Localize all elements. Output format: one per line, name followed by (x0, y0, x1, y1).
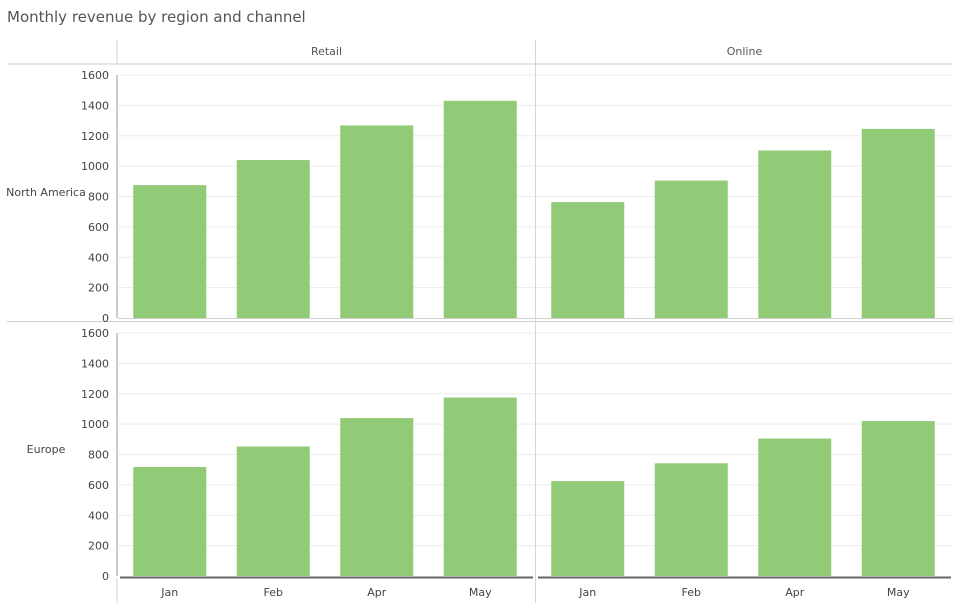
chart-frame (7, 40, 953, 603)
x-tick-label: Jan (160, 586, 178, 599)
bar-feb (654, 463, 728, 576)
column-headers: Retail Online (311, 45, 763, 58)
column-header-online: Online (727, 45, 763, 58)
bar-apr (758, 150, 832, 318)
bar-may (443, 100, 517, 318)
bar-feb (236, 160, 310, 318)
y-tick-label: 1200 (81, 130, 109, 143)
bar-jan (133, 185, 207, 318)
panel-north-america-retail: 0 200 400 600 800 1000 1200 1400 1600 (81, 69, 535, 325)
y-tick-label: 0 (102, 570, 109, 583)
bar-may (861, 128, 935, 318)
bar-apr (758, 438, 832, 576)
bar-jan (551, 481, 625, 576)
panel-north-america-online (536, 74, 953, 319)
y-tick-label: 1000 (81, 160, 109, 173)
chart-title: Monthly revenue by region and channel (7, 8, 306, 26)
y-tick-label: 800 (88, 449, 109, 462)
bar-feb (654, 180, 728, 318)
x-tick-label: May (469, 586, 492, 599)
y-tick-label: 1000 (81, 418, 109, 431)
chart-panels: 0 200 400 600 800 1000 1200 1400 1600 0 200 400 600 8… (81, 69, 953, 599)
panel-europe-retail: 0 200 400 600 800 1000 1200 1400 1600 Jan Feb Apr Ma… (81, 327, 535, 599)
y-tick-label: 1400 (81, 357, 109, 370)
x-tick-label: Apr (785, 586, 805, 599)
column-header-retail: Retail (311, 45, 342, 58)
row-label-north-america: North America (6, 186, 86, 199)
x-tick-label: Jan (578, 586, 596, 599)
row-label-europe: Europe (27, 443, 66, 456)
y-tick-label: 400 (88, 509, 109, 522)
bar-may (443, 397, 517, 576)
y-tick-label: 1200 (81, 388, 109, 401)
y-tick-label: 0 (102, 312, 109, 325)
y-tick-label: 200 (88, 282, 109, 295)
bar-feb (236, 446, 310, 576)
x-tick-label: Apr (367, 586, 387, 599)
bar-apr (340, 418, 414, 576)
y-tick-label: 600 (88, 479, 109, 492)
y-tick-label: 600 (88, 221, 109, 234)
bar-apr (340, 125, 414, 318)
row-labels: North America Europe (6, 186, 86, 456)
x-tick-label: Feb (682, 586, 701, 599)
panel-europe-online: Jan Feb Apr May (536, 332, 953, 599)
bar-jan (551, 202, 625, 318)
y-tick-label: 1600 (81, 327, 109, 340)
y-tick-label: 400 (88, 251, 109, 264)
y-tick-label: 1400 (81, 99, 109, 112)
bar-jan (133, 466, 207, 576)
bar-may (861, 421, 935, 576)
y-tick-label: 800 (88, 191, 109, 204)
x-tick-label: May (887, 586, 910, 599)
x-tick-label: Feb (264, 586, 283, 599)
y-tick-label: 1600 (81, 69, 109, 82)
y-tick-label: 200 (88, 540, 109, 553)
